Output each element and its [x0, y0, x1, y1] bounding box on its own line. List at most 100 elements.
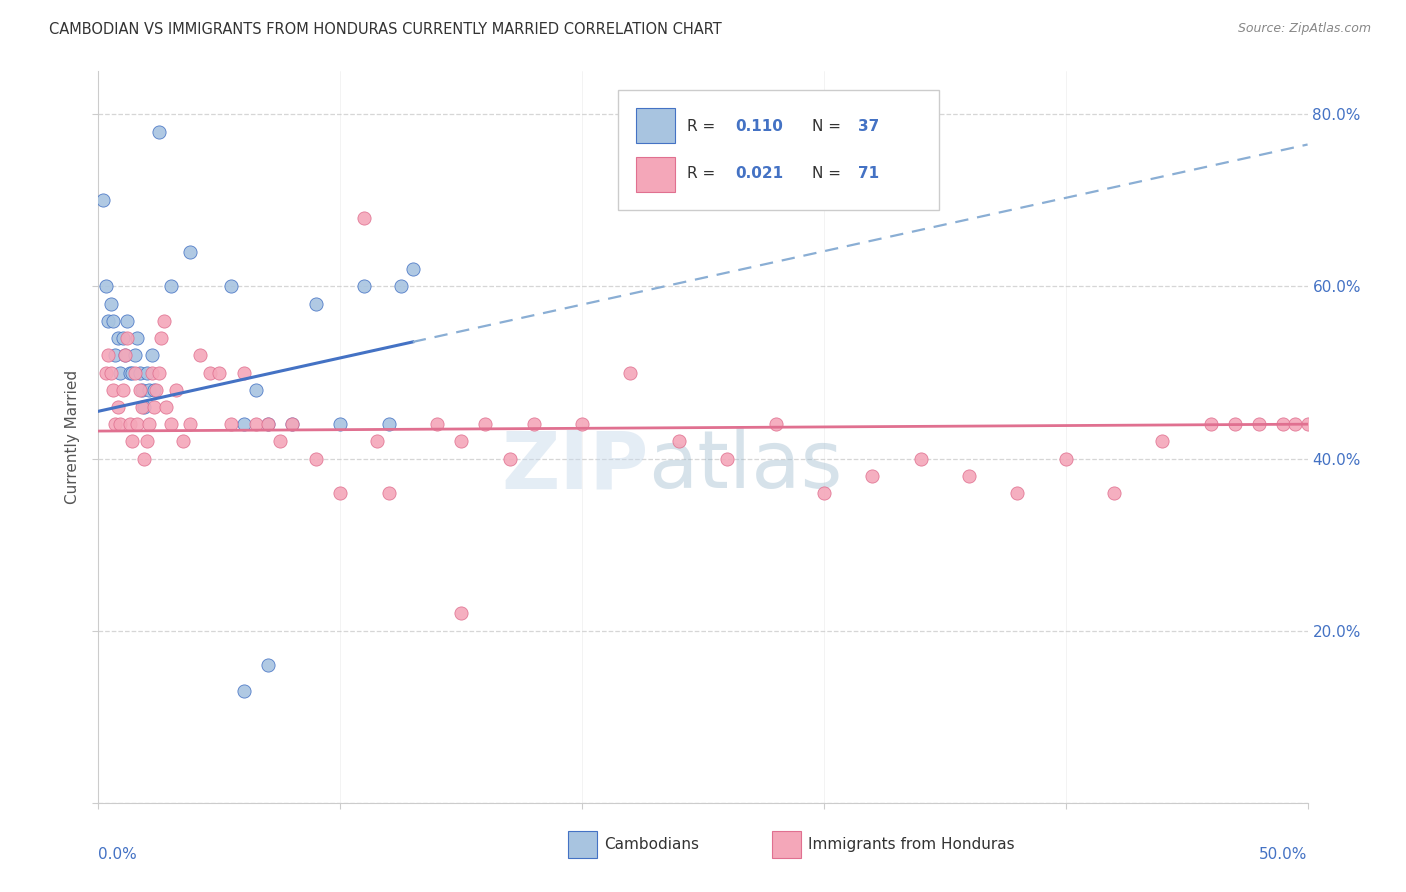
- Point: [104, 417, 127, 432]
- Point: [860, 468, 883, 483]
- Point: [148, 125, 170, 139]
- Point: [118, 366, 141, 380]
- Point: [716, 451, 738, 466]
- Text: 37: 37: [858, 119, 879, 134]
- Text: N =: N =: [811, 119, 845, 134]
- Point: [94, 279, 117, 293]
- Point: [128, 383, 150, 397]
- FancyBboxPatch shape: [619, 90, 939, 211]
- Point: [165, 383, 187, 397]
- Point: [121, 434, 143, 449]
- Point: [256, 658, 278, 673]
- Text: 0.0%: 0.0%: [98, 847, 138, 862]
- FancyBboxPatch shape: [637, 157, 675, 192]
- Point: [150, 331, 173, 345]
- Point: [474, 417, 496, 432]
- Point: [353, 279, 375, 293]
- Point: [256, 417, 278, 432]
- Point: [131, 400, 153, 414]
- Point: [281, 417, 304, 432]
- Point: [305, 451, 328, 466]
- Point: [957, 468, 980, 483]
- Point: [1102, 486, 1125, 500]
- Point: [94, 366, 117, 380]
- Point: [188, 348, 211, 362]
- FancyBboxPatch shape: [637, 108, 675, 143]
- Point: [107, 331, 129, 345]
- Point: [1284, 417, 1306, 432]
- Point: [450, 434, 472, 449]
- Text: 0.110: 0.110: [735, 119, 783, 134]
- Point: [269, 434, 291, 449]
- FancyBboxPatch shape: [772, 831, 801, 858]
- Point: [141, 348, 163, 362]
- Point: [97, 314, 120, 328]
- Point: [160, 417, 183, 432]
- Point: [111, 331, 134, 345]
- Point: [135, 434, 157, 449]
- Point: [148, 366, 170, 380]
- Point: [523, 417, 546, 432]
- Point: [128, 366, 150, 380]
- Point: [1249, 417, 1271, 432]
- Text: 0.021: 0.021: [735, 166, 783, 181]
- Text: Immigrants from Honduras: Immigrants from Honduras: [808, 837, 1015, 852]
- Point: [124, 366, 146, 380]
- Point: [498, 451, 520, 466]
- Point: [141, 366, 163, 380]
- Text: ZIP: ZIP: [502, 427, 648, 506]
- Point: [131, 383, 153, 397]
- Point: [100, 296, 122, 310]
- Point: [910, 451, 932, 466]
- Point: [450, 607, 472, 621]
- Point: [221, 417, 243, 432]
- Point: [121, 366, 143, 380]
- Text: N =: N =: [811, 166, 845, 181]
- Point: [114, 348, 136, 362]
- Point: [353, 211, 375, 225]
- Point: [232, 417, 254, 432]
- Point: [1199, 417, 1222, 432]
- Point: [124, 348, 146, 362]
- Point: [111, 383, 134, 397]
- Point: [145, 383, 167, 397]
- Point: [155, 400, 177, 414]
- Point: [138, 417, 160, 432]
- Point: [765, 417, 787, 432]
- Point: [1054, 451, 1077, 466]
- Text: CAMBODIAN VS IMMIGRANTS FROM HONDURAS CURRENTLY MARRIED CORRELATION CHART: CAMBODIAN VS IMMIGRANTS FROM HONDURAS CU…: [49, 22, 721, 37]
- Point: [1296, 417, 1319, 432]
- Point: [329, 486, 352, 500]
- Point: [1152, 434, 1174, 449]
- Point: [329, 417, 352, 432]
- Point: [107, 400, 129, 414]
- Point: [160, 279, 183, 293]
- Point: [117, 331, 139, 345]
- Point: [305, 296, 328, 310]
- Point: [377, 417, 399, 432]
- Point: [152, 314, 174, 328]
- Point: [127, 417, 149, 432]
- Point: [619, 366, 641, 380]
- Point: [108, 417, 131, 432]
- Point: [127, 331, 149, 345]
- Point: [256, 417, 278, 432]
- Text: 50.0%: 50.0%: [1260, 847, 1308, 862]
- Point: [143, 400, 166, 414]
- Point: [232, 684, 254, 698]
- Text: Cambodians: Cambodians: [603, 837, 699, 852]
- Point: [104, 348, 127, 362]
- Point: [232, 366, 254, 380]
- Text: R =: R =: [688, 166, 720, 181]
- Point: [114, 348, 136, 362]
- Point: [208, 366, 231, 380]
- Point: [377, 486, 399, 500]
- Point: [143, 383, 166, 397]
- Point: [134, 451, 156, 466]
- Point: [426, 417, 449, 432]
- Point: [101, 383, 124, 397]
- Point: [366, 434, 388, 449]
- Point: [108, 366, 131, 380]
- Point: [245, 383, 267, 397]
- Text: atlas: atlas: [648, 427, 844, 506]
